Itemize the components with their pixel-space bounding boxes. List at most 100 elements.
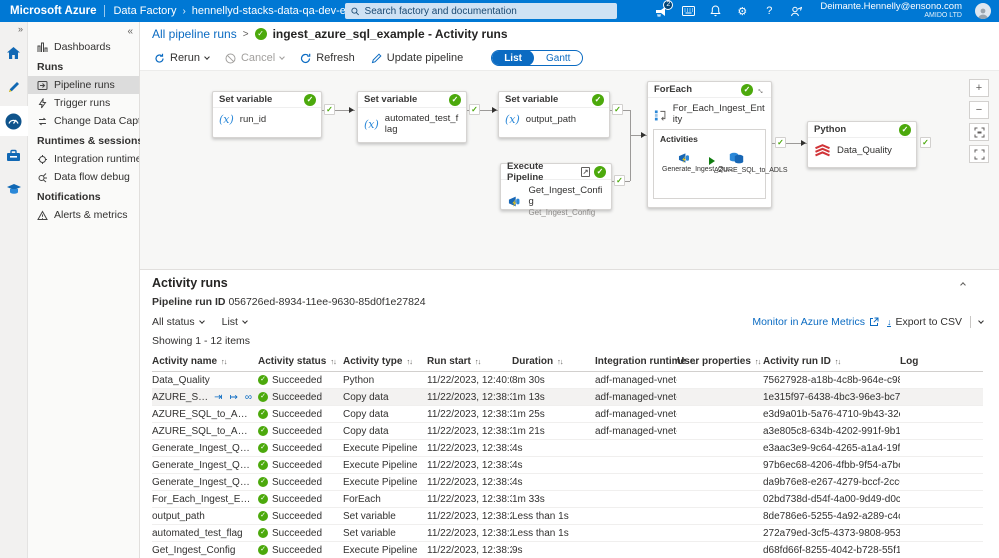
announcements-icon[interactable]: 2 (654, 0, 674, 18)
node-set-variable-run-id[interactable]: Set variable (x)run_id (212, 91, 322, 138)
sort-icon[interactable] (330, 357, 336, 366)
node-python-data-quality[interactable]: Python Data_Quality (807, 121, 917, 168)
activity-azure-sql-to-adls[interactable]: AZURE_SQL_to_ADLS (714, 152, 788, 175)
collapse-sidebar-icon[interactable]: « (127, 26, 133, 37)
keyboard-shortcuts-icon[interactable] (681, 4, 695, 18)
column-header[interactable]: Activity status (258, 353, 343, 371)
column-header[interactable]: Run start (427, 353, 512, 371)
sort-icon[interactable] (406, 357, 412, 366)
activity-generate-ingest-query[interactable]: Generate_Ingest_Qu... (662, 152, 733, 174)
pipeline-canvas[interactable]: Set variable (x)run_id Set variable (x)a… (140, 70, 999, 270)
external-link-icon (869, 317, 879, 326)
duration-cell: 1m 33s (512, 493, 545, 505)
table-row[interactable]: AZURE_SQL_to_ADLS Succeeded Copy data 11… (152, 423, 983, 440)
output-icon[interactable] (229, 392, 237, 403)
sort-icon[interactable] (221, 357, 227, 366)
export-to-csv-button[interactable]: Export to CSV (886, 316, 962, 328)
settings-gear-icon[interactable]: ⚙ (737, 5, 748, 18)
open-pipeline-icon[interactable] (581, 166, 590, 177)
zoom-in-button[interactable]: + (969, 79, 989, 97)
monitor-azure-metrics-link[interactable]: Monitor in Azure Metrics (752, 316, 879, 328)
sort-icon[interactable] (835, 357, 841, 366)
succeeded-icon (304, 93, 316, 106)
table-row[interactable]: output_path Succeeded Set variable 11/22… (152, 508, 983, 525)
search-input[interactable] (364, 5, 611, 17)
node-execute-pipeline-get-ingest-config[interactable]: Execute Pipeline Get_Ingest_ConfigGet_In… (500, 161, 612, 217)
help-icon[interactable]: ? (766, 5, 773, 17)
run-start-cell: 11/22/2023, 12:38:34 PM (427, 442, 512, 454)
alerts-metrics-icon (37, 209, 48, 220)
activity-run-id-cell: d68fd66f-8255-4042-b728-55f19e2791d7 (763, 544, 900, 556)
sidebar-item-alerts-metrics[interactable]: Alerts & metrics (28, 206, 139, 224)
canvas-zoom-controls: + − (969, 79, 989, 163)
sort-icon[interactable] (557, 357, 563, 366)
duration-cell: 4s (512, 442, 523, 454)
cancel-button[interactable]: Cancel (225, 52, 286, 64)
status-filter-dropdown[interactable]: All status (152, 316, 205, 328)
refresh-button[interactable]: Refresh (300, 52, 355, 64)
rail-item-learning[interactable] (0, 174, 28, 204)
sidebar-item-change-data-capture[interactable]: Change Data Capture (previ... (28, 112, 139, 130)
connector-arrow (801, 140, 806, 146)
expand-rail-icon[interactable]: » (17, 24, 23, 34)
table-row[interactable]: Get_Ingest_Config Succeeded Execute Pipe… (152, 542, 983, 558)
input-icon[interactable] (214, 392, 222, 403)
column-header[interactable]: Integration runtime (595, 353, 686, 371)
feedback-icon[interactable] (789, 4, 803, 18)
table-row[interactable]: Generate_Ingest_Query Succeeded Execute … (152, 457, 983, 474)
view-filter-dropdown[interactable]: List (222, 316, 248, 328)
notifications-bell-icon[interactable] (708, 4, 722, 18)
table-row[interactable]: For_Each_Ingest_Entity Succeeded ForEach… (152, 491, 983, 508)
succeeded-icon (258, 392, 268, 402)
table-row[interactable]: Data_Quality Succeeded Python 11/22/2023… (152, 372, 983, 389)
collapse-node-icon[interactable] (755, 83, 768, 96)
gantt-view-button[interactable]: Gantt (545, 52, 571, 64)
node-set-variable-output-path[interactable]: Set variable (x)output_path (498, 91, 610, 138)
collapse-panel-icon[interactable] (960, 278, 966, 290)
activity-runs-title: Activity runs (152, 276, 228, 290)
breadcrumb-all-pipeline-runs[interactable]: All pipeline runs (152, 27, 237, 41)
monitor-gauge-icon (5, 113, 22, 129)
table-row[interactable]: Generate_Ingest_Query Succeeded Execute … (152, 440, 983, 457)
account-info[interactable]: Deimante.Hennelly@ensono.com AMIDO LTD (820, 1, 962, 20)
table-row[interactable]: automated_test_flag Succeeded Set variab… (152, 525, 983, 542)
sort-icon[interactable] (755, 357, 761, 366)
succeeded-icon (258, 460, 268, 470)
table-row[interactable]: AZURE_SQL_to_ADLS Succeeded Copy data 11… (152, 406, 983, 423)
column-header[interactable]: Duration (512, 353, 595, 371)
node-set-variable-automated-test-flag[interactable]: Set variable (x)automated_test_flag (357, 91, 467, 143)
details-icon[interactable] (245, 392, 252, 403)
sidebar-item-dashboards[interactable]: Dashboards (28, 38, 139, 56)
node-foreach[interactable]: ForEach For_Each_Ingest_Entity Activitie… (647, 81, 788, 208)
sidebar-item-integration-runtimes[interactable]: Integration runtimes (28, 150, 139, 168)
reset-zoom-button[interactable] (969, 145, 989, 163)
zoom-to-fit-icon (974, 127, 984, 137)
sidebar-item-data-flow-debug[interactable]: Data flow debug (28, 168, 139, 186)
column-header[interactable]: User properties (677, 353, 763, 371)
global-search[interactable] (345, 3, 617, 19)
column-header[interactable]: Activity name (152, 353, 258, 371)
rail-item-monitor[interactable] (0, 106, 28, 136)
more-options-chevron[interactable] (978, 318, 984, 324)
table-row[interactable]: AZURE_SQL_t... Succeeded Copy data 11/22… (152, 389, 983, 406)
update-pipeline-button[interactable]: Update pipeline (371, 52, 463, 64)
list-view-button[interactable]: List (492, 51, 534, 65)
app-name[interactable]: Data Factory (113, 5, 177, 17)
rail-item-author[interactable] (0, 72, 28, 102)
factory-name[interactable]: hennellyd-stacks-data-qa-dev-euw-data (191, 5, 386, 17)
column-header[interactable]: Activity run ID (763, 353, 900, 371)
azure-brand[interactable]: Microsoft Azure (10, 5, 97, 17)
zoom-out-button[interactable]: − (969, 101, 989, 119)
column-header[interactable]: Activity type (343, 353, 427, 371)
rail-item-manage[interactable] (0, 140, 28, 170)
avatar[interactable] (975, 3, 991, 19)
column-header[interactable]: Log (900, 356, 919, 367)
rerun-button[interactable]: Rerun (154, 52, 210, 64)
sidebar-item-trigger-runs[interactable]: Trigger runs (28, 94, 139, 112)
zoom-to-fit-button[interactable] (969, 123, 989, 141)
sidebar-item-pipeline-runs[interactable]: Pipeline runs (28, 76, 139, 94)
sort-icon[interactable] (475, 357, 481, 366)
rail-item-home[interactable] (0, 38, 28, 68)
table-row[interactable]: Generate_Ingest_Query Succeeded Execute … (152, 474, 983, 491)
showing-count: Showing 1 - 12 items (152, 335, 251, 347)
